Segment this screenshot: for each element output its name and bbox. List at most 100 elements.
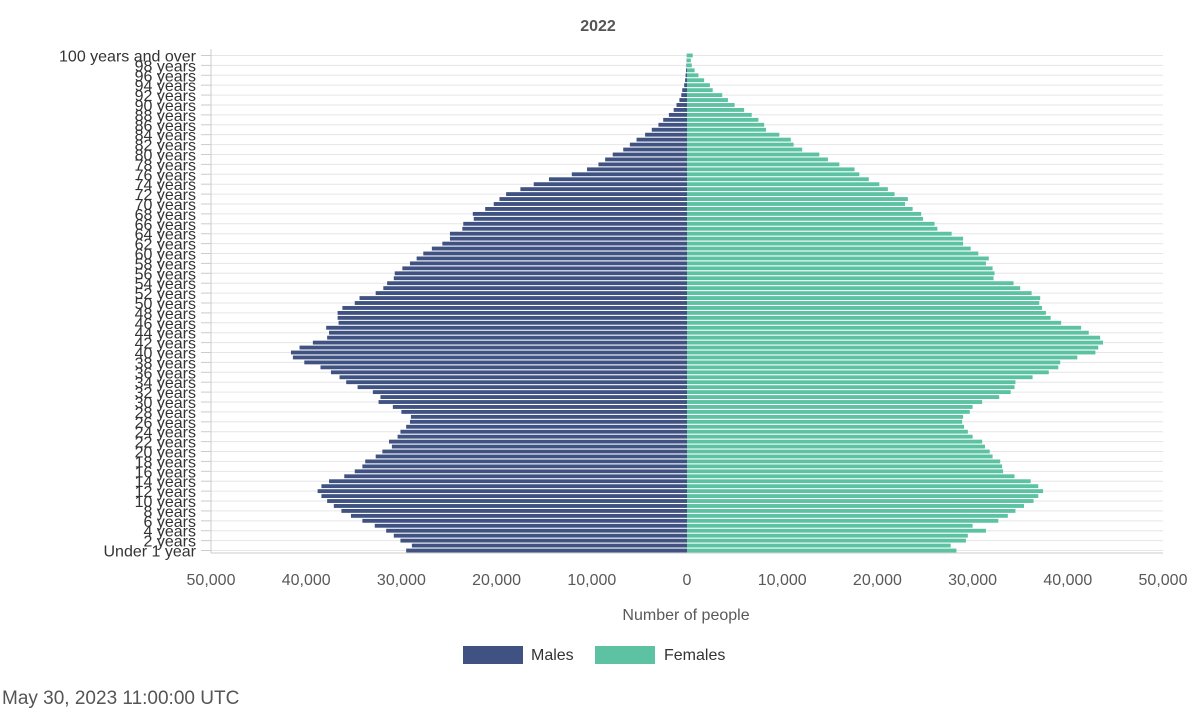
bar-males[interactable] [391,444,687,449]
bar-females[interactable] [687,147,803,152]
bar-females[interactable] [687,330,1089,335]
bar-females[interactable] [687,469,1004,474]
bar-males[interactable] [341,508,687,513]
bar-males[interactable] [658,122,687,127]
bar-females[interactable] [687,117,759,122]
legend-swatch-males[interactable] [463,646,523,664]
bar-males[interactable] [326,325,687,330]
bar-females[interactable] [687,538,966,543]
bar-males[interactable] [350,513,687,518]
bar-males[interactable] [354,301,687,305]
bar-males[interactable] [462,226,687,231]
bar-females[interactable] [687,88,713,93]
bar-males[interactable] [400,538,687,543]
bar-females[interactable] [687,484,1039,489]
bar-females[interactable] [687,390,1011,395]
bar-females[interactable] [687,256,989,261]
bar-males[interactable] [485,207,687,211]
bar-females[interactable] [687,197,908,201]
bar-females[interactable] [687,63,692,68]
bar-males[interactable] [378,400,687,404]
bar-females[interactable] [687,236,964,241]
bar-females[interactable] [687,211,922,216]
bar-males[interactable] [392,405,687,409]
bar-males[interactable] [329,479,687,484]
bar-females[interactable] [687,162,840,167]
bar-females[interactable] [687,127,767,132]
bar-males[interactable] [394,271,687,276]
bar-males[interactable] [337,315,687,320]
bar-males[interactable] [645,132,687,137]
bar-females[interactable] [687,499,1034,503]
bar-females[interactable] [687,112,752,117]
bar-females[interactable] [687,241,964,246]
bar-females[interactable] [687,370,1049,375]
bar-females[interactable] [687,365,1059,370]
bar-males[interactable] [292,355,687,360]
bar-males[interactable] [337,310,687,315]
bar-males[interactable] [375,454,687,459]
bar-females[interactable] [687,202,906,206]
bar-males[interactable] [587,167,687,172]
bar-females[interactable] [687,385,1015,390]
legend-swatch-females[interactable] [595,646,655,664]
bar-females[interactable] [687,261,986,266]
bar-males[interactable] [681,93,687,98]
bar-males[interactable] [676,103,687,107]
bar-females[interactable] [687,375,1033,380]
bar-males[interactable] [679,98,687,102]
bar-females[interactable] [687,306,1043,310]
bar-females[interactable] [687,474,1015,479]
bar-males[interactable] [533,182,687,187]
bar-females[interactable] [687,429,968,434]
bar-females[interactable] [687,439,983,444]
bar-males[interactable] [682,88,687,93]
bar-males[interactable] [299,345,687,350]
bar-males[interactable] [401,409,687,414]
bar-females[interactable] [687,449,990,454]
bar-females[interactable] [687,325,1082,330]
bar-females[interactable] [687,246,971,251]
bar-females[interactable] [687,494,1039,498]
bar-females[interactable] [687,192,895,197]
bar-males[interactable] [362,464,687,469]
bar-females[interactable] [687,419,963,424]
bar-females[interactable] [687,533,968,538]
bar-females[interactable] [687,78,705,83]
bar-females[interactable] [687,409,970,414]
bar-males[interactable] [409,261,687,266]
bar-males[interactable] [686,68,687,73]
bar-males[interactable] [346,380,687,385]
bar-females[interactable] [687,296,1041,300]
bar-females[interactable] [687,271,995,276]
bar-females[interactable] [687,187,888,192]
bar-females[interactable] [687,103,735,107]
bar-males[interactable] [365,459,687,464]
bar-males[interactable] [400,429,687,434]
bar-males[interactable] [317,489,687,494]
bar-males[interactable] [321,484,687,489]
bar-females[interactable] [687,276,994,281]
bar-females[interactable] [687,350,1096,355]
bar-males[interactable] [663,117,687,122]
bar-males[interactable] [359,296,687,300]
bars[interactable] [290,53,1104,553]
bar-females[interactable] [687,504,1025,508]
bar-females[interactable] [687,251,979,256]
bar-females[interactable] [687,98,728,102]
bar-females[interactable] [687,335,1101,340]
bar-males[interactable] [442,241,687,246]
bar-males[interactable] [380,395,687,399]
bar-males[interactable] [605,157,687,162]
bar-males[interactable] [685,73,687,78]
bar-males[interactable] [651,127,687,132]
bar-males[interactable] [449,236,687,241]
bar-males[interactable] [472,211,687,216]
bar-females[interactable] [687,172,860,177]
bar-females[interactable] [687,182,880,187]
bar-males[interactable] [333,504,687,508]
bar-males[interactable] [290,350,687,355]
bar-females[interactable] [687,523,973,528]
bar-males[interactable] [473,216,687,221]
bar-females[interactable] [687,345,1099,350]
